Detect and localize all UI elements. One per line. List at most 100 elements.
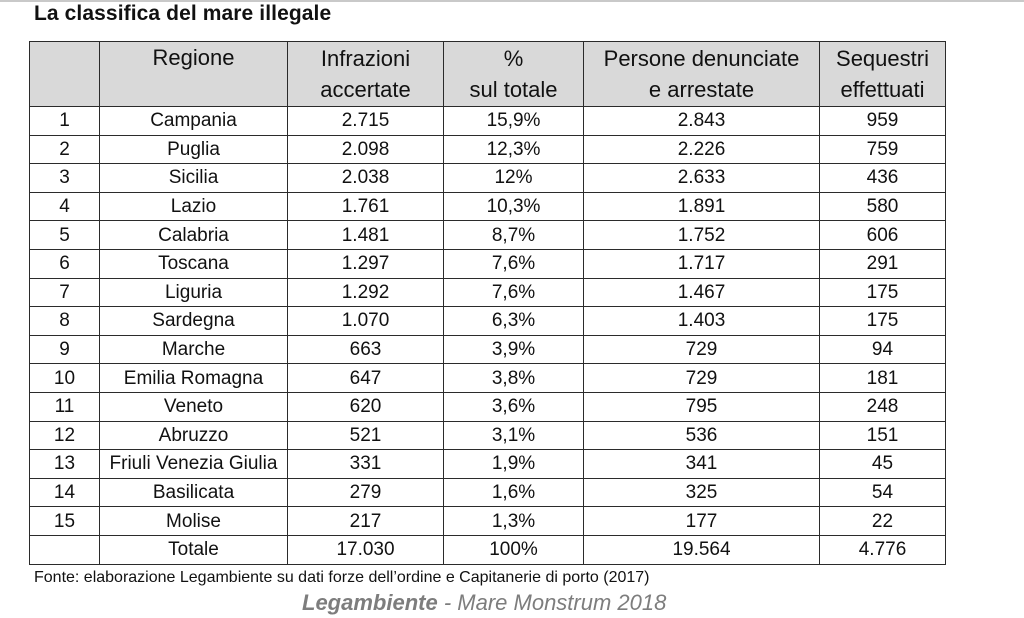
total-rank — [29, 534, 100, 565]
cell-seizures: 45 — [819, 449, 946, 479]
header-region-label: Regione — [152, 45, 235, 70]
cell-infractions: 1.297 — [287, 248, 444, 279]
cell-infractions: 521 — [287, 420, 444, 451]
table-header-row: Regione Infrazioni accertate % sul total… — [29, 41, 946, 107]
cell-infractions: 1.070 — [287, 306, 444, 336]
total-infractions: 17.030 — [287, 534, 444, 565]
table-row: 6 Toscana 1.297 7,6% 1.717 291 — [29, 248, 946, 279]
header-rank — [29, 41, 100, 107]
cell-seizures: 54 — [819, 477, 946, 508]
brand-name: Legambiente — [302, 590, 438, 615]
header-infractions: Infrazioni accertate — [287, 41, 444, 107]
cell-persons: 1.891 — [583, 191, 820, 222]
table-row: 11 Veneto 620 3,6% 795 248 — [29, 391, 946, 422]
cell-infractions: 217 — [287, 506, 444, 536]
cell-region: Emilia Romagna — [99, 363, 288, 393]
cell-rank: 10 — [29, 363, 100, 393]
cell-percent: 3,8% — [443, 363, 584, 393]
header-seizures-line-1: Sequestri — [836, 46, 929, 71]
table-row: 1 Campania 2.715 15,9% 2.843 959 — [29, 106, 946, 136]
cell-persons: 1.467 — [583, 277, 820, 308]
brand-separator: - — [437, 590, 458, 615]
ranking-table: Regione Infrazioni accertate % sul total… — [29, 41, 946, 565]
cell-infractions: 331 — [287, 449, 444, 479]
cell-seizures: 248 — [819, 391, 946, 422]
table-row: 9 Marche 663 3,9% 729 94 — [29, 334, 946, 365]
header-seizures: Sequestri effettuati — [819, 41, 946, 107]
cell-persons: 1.752 — [583, 220, 820, 250]
cell-rank: 8 — [29, 306, 100, 336]
cell-percent: 7,6% — [443, 248, 584, 279]
cell-region: Campania — [99, 106, 288, 136]
header-infractions-line-2: accertate — [320, 77, 411, 102]
total-label: Totale — [99, 534, 288, 565]
cell-percent: 10,3% — [443, 191, 584, 222]
total-row: Totale 17.030 100% 19.564 4.776 — [29, 534, 946, 565]
cell-rank: 6 — [29, 248, 100, 279]
cell-region: Molise — [99, 506, 288, 536]
cell-infractions: 647 — [287, 363, 444, 393]
cell-persons: 2.633 — [583, 163, 820, 193]
cell-percent: 3,1% — [443, 420, 584, 451]
header-persons-line-2: e arrestate — [648, 77, 755, 102]
cell-infractions: 2.038 — [287, 163, 444, 193]
cell-region: Marche — [99, 334, 288, 365]
cell-persons: 536 — [583, 420, 820, 451]
cell-seizures: 181 — [819, 363, 946, 393]
cell-region: Puglia — [99, 134, 288, 165]
header-persons-line-1: Persone denunciate — [603, 46, 800, 71]
cell-percent: 7,6% — [443, 277, 584, 308]
cell-rank: 5 — [29, 220, 100, 250]
table-row: 13 Friuli Venezia Giulia 331 1,9% 341 45 — [29, 449, 946, 479]
cell-seizures: 22 — [819, 506, 946, 536]
cell-infractions: 279 — [287, 477, 444, 508]
cell-percent: 8,7% — [443, 220, 584, 250]
cell-infractions: 620 — [287, 391, 444, 422]
brand-edition: Mare Monstrum 2018 — [457, 590, 667, 615]
cell-persons: 1.403 — [583, 306, 820, 336]
cell-percent: 12,3% — [443, 134, 584, 165]
cell-infractions: 2.098 — [287, 134, 444, 165]
cell-persons: 2.843 — [583, 106, 820, 136]
cell-seizures: 436 — [819, 163, 946, 193]
cell-persons: 341 — [583, 449, 820, 479]
header-percent-line-1: % — [503, 46, 524, 71]
cell-region: Toscana — [99, 248, 288, 279]
cell-infractions: 2.715 — [287, 106, 444, 136]
cell-percent: 1,6% — [443, 477, 584, 508]
brand-credit: Legambiente - Mare Monstrum 2018 — [302, 590, 666, 616]
header-persons: Persone denunciate e arrestate — [583, 41, 820, 107]
cell-seizures: 151 — [819, 420, 946, 451]
cell-percent: 6,3% — [443, 306, 584, 336]
cell-infractions: 1.292 — [287, 277, 444, 308]
cell-percent: 1,9% — [443, 449, 584, 479]
cell-rank: 7 — [29, 277, 100, 308]
cell-persons: 729 — [583, 363, 820, 393]
cell-region: Sardegna — [99, 306, 288, 336]
cell-rank: 2 — [29, 134, 100, 165]
cell-region: Friuli Venezia Giulia — [99, 449, 288, 479]
cell-region: Veneto — [99, 391, 288, 422]
cell-seizures: 759 — [819, 134, 946, 165]
cell-region: Sicilia — [99, 163, 288, 193]
table-row: 5 Calabria 1.481 8,7% 1.752 606 — [29, 220, 946, 250]
cell-infractions: 1.481 — [287, 220, 444, 250]
total-seizures: 4.776 — [819, 534, 946, 565]
cell-persons: 177 — [583, 506, 820, 536]
cell-rank: 1 — [29, 106, 100, 136]
source-note: Fonte: elaborazione Legambiente su dati … — [34, 569, 650, 586]
table-row: 2 Puglia 2.098 12,3% 2.226 759 — [29, 134, 946, 165]
cell-rank: 9 — [29, 334, 100, 365]
cell-percent: 1,3% — [443, 506, 584, 536]
top-divider — [0, 0, 1024, 2]
cell-persons: 325 — [583, 477, 820, 508]
cell-rank: 14 — [29, 477, 100, 508]
cell-persons: 1.717 — [583, 248, 820, 279]
cell-persons: 795 — [583, 391, 820, 422]
cell-rank: 13 — [29, 449, 100, 479]
cell-seizures: 175 — [819, 277, 946, 308]
cell-region: Lazio — [99, 191, 288, 222]
cell-percent: 3,9% — [443, 334, 584, 365]
cell-rank: 11 — [29, 391, 100, 422]
